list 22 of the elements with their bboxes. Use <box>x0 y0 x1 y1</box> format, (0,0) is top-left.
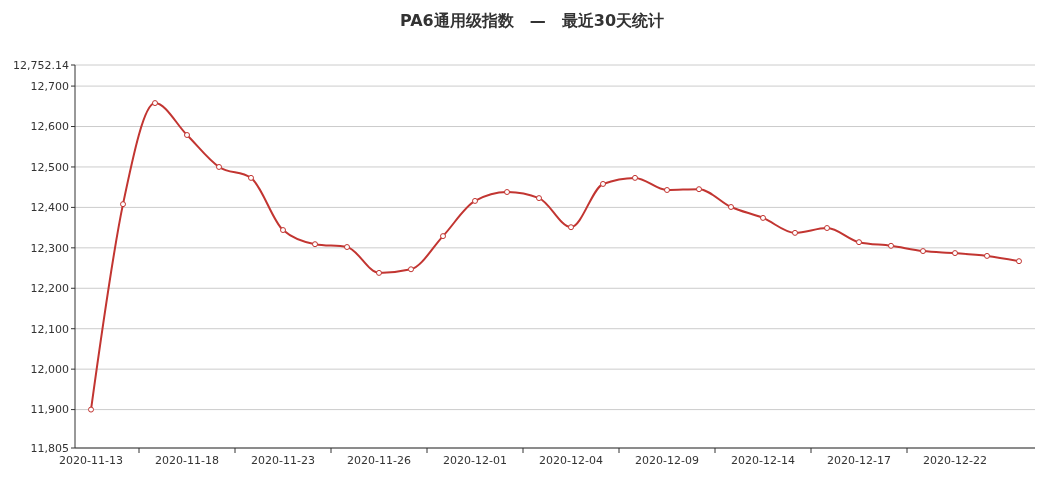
chart-title: PA6通用级指数 — 最近30天统计 <box>399 11 665 30</box>
y-tick-label: 11,900 <box>30 403 69 417</box>
x-tick-label: 2020-11-26 <box>347 454 411 467</box>
y-tick-label: 12,200 <box>30 282 69 296</box>
x-tick-label: 2020-11-18 <box>155 454 219 467</box>
x-tick-label: 2020-12-22 <box>923 454 987 467</box>
y-tick-label: 12,300 <box>30 241 69 255</box>
y-tick-label: 12,000 <box>30 363 69 376</box>
x-tick-label: 2020-12-04 <box>539 454 603 467</box>
x-tick-label: 2020-12-01 <box>443 454 507 467</box>
y-tick-label: 12,100 <box>30 322 69 336</box>
y-tick-label: 12,500 <box>30 160 69 174</box>
x-tick-label: 2020-11-23 <box>251 454 315 467</box>
y-tick-label: 12,400 <box>30 201 69 215</box>
x-tick-label: 2020-12-17 <box>827 454 891 467</box>
y-tick-label: 12,700 <box>30 79 69 93</box>
y-tick-label: 12,752.14 <box>13 58 69 72</box>
y-tick-label: 11,805 <box>30 441 69 455</box>
x-tick-label: 2020-11-13 <box>59 454 123 467</box>
x-tick-label: 2020-12-09 <box>635 454 699 467</box>
y-tick-label: 12,600 <box>30 120 69 134</box>
x-tick-label: 2020-12-14 <box>731 454 795 467</box>
